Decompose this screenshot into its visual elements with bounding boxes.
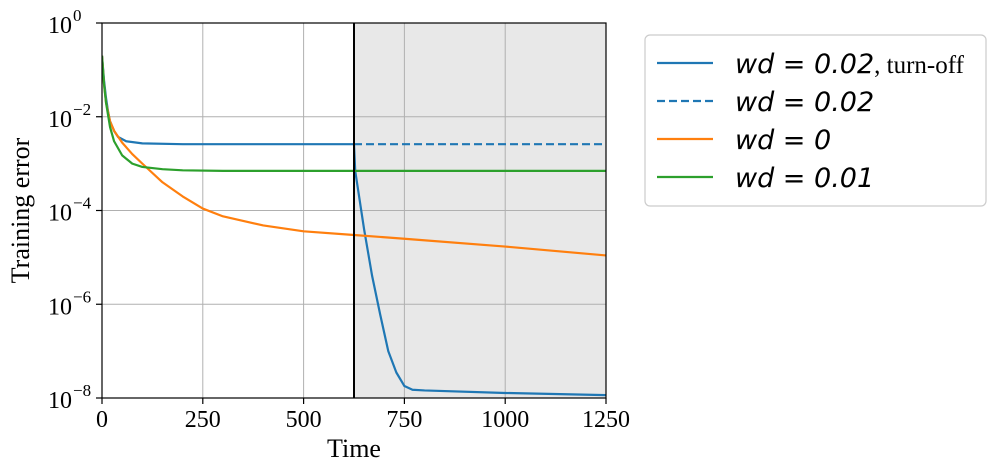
x-axis-label: Time bbox=[327, 434, 381, 463]
y-tick-exponent: −2 bbox=[73, 100, 91, 119]
y-tick-exponent: 0 bbox=[73, 6, 82, 25]
y-tick-label: 10 bbox=[48, 388, 72, 414]
series-group bbox=[102, 55, 606, 397]
legend-label-3: wd = 0.01 bbox=[735, 163, 874, 194]
y-tick-label: 10 bbox=[48, 13, 72, 39]
y-tick-exponent: −6 bbox=[73, 287, 91, 306]
legend-label-0: wd = 0.02, turn-off bbox=[735, 49, 965, 80]
y-tick-label: 10 bbox=[48, 294, 72, 320]
y-tick-exponent: −4 bbox=[73, 194, 92, 213]
x-tick-label: 1250 bbox=[582, 407, 630, 433]
legend-label-2: wd = 0 bbox=[735, 125, 831, 156]
x-tick-label: 500 bbox=[286, 407, 322, 433]
legend-box bbox=[644, 34, 987, 207]
x-tick-label: 0 bbox=[96, 407, 108, 433]
series-line-3 bbox=[102, 55, 606, 172]
y-tick-label: 10 bbox=[48, 107, 72, 133]
y-tick-label: 10 bbox=[48, 201, 72, 227]
y-axis-label: Training error bbox=[6, 137, 35, 283]
x-tick-label: 750 bbox=[386, 407, 422, 433]
x-tick-label: 250 bbox=[185, 407, 221, 433]
x-tick-label: 1000 bbox=[481, 407, 529, 433]
y-tick-exponent: −8 bbox=[73, 381, 91, 400]
legend-label-1: wd = 0.02 bbox=[735, 87, 874, 118]
